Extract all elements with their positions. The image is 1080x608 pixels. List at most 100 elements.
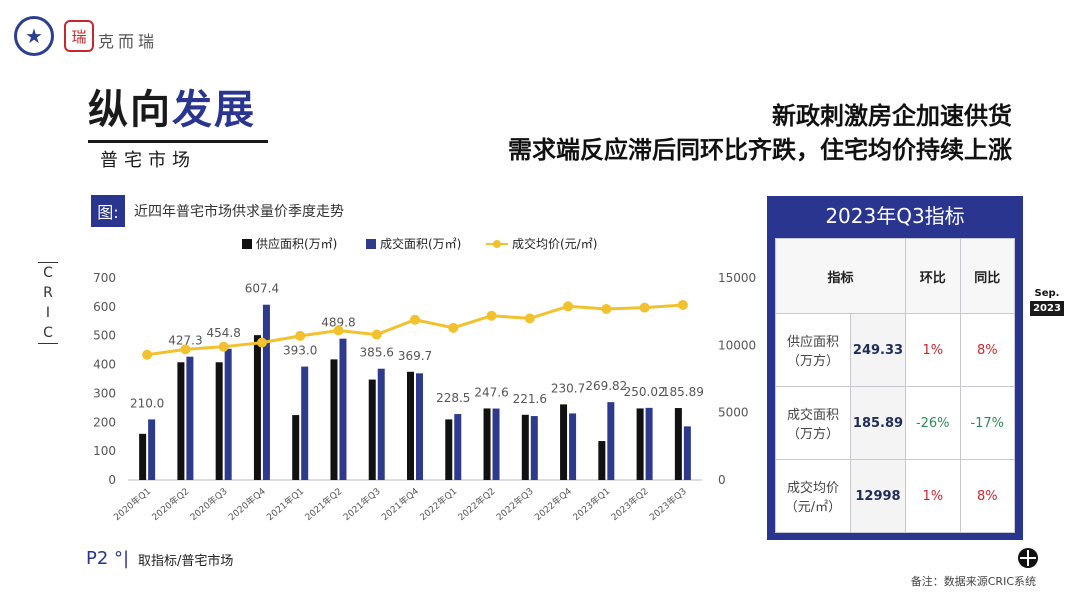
y-left-tick-label: 600 (93, 300, 116, 314)
supply-bar (330, 359, 338, 480)
deal-data-label: 385.6 (360, 346, 394, 360)
y-left-tick-label: 0 (108, 473, 116, 487)
deal-data-label: 228.5 (436, 391, 470, 405)
kpi-row-value: 12998 (850, 459, 906, 533)
kpi-header-yoy: 同比 (959, 238, 1015, 314)
supply-bar (368, 379, 376, 480)
figure-caption: 近四年普宅市场供求量价季度走势 (134, 204, 344, 220)
data-source-note: 备注：数据来源CRIC系统 (910, 575, 1036, 588)
deal-data-label: 393.0 (283, 344, 317, 358)
deal-data-label: 269.82 (585, 379, 627, 393)
deal-bar (492, 408, 500, 480)
x-tick-label: 2022年Q3 (494, 485, 536, 523)
y-right-tick-label: 10000 (718, 338, 756, 352)
company-logo: ★ (14, 16, 54, 56)
kpi-row-value: 249.33 (850, 313, 906, 387)
deal-data-label: 369.7 (398, 349, 432, 363)
price-point (410, 314, 420, 325)
x-tick-label: 2021年Q1 (264, 485, 306, 523)
price-point (142, 349, 153, 360)
date-tag: Sep. 2023 (1030, 288, 1064, 316)
supply-bar (445, 419, 453, 480)
section-title-part-a: 纵向 (88, 87, 172, 133)
price-point (218, 341, 229, 352)
kpi-row-name: 成交面积 （万方） (775, 386, 851, 460)
cric-side-label: C R I C (38, 262, 58, 344)
deal-bar (530, 416, 538, 480)
headline-line-1: 新政刺激房企加速供货 (772, 102, 1012, 130)
deal-bar (683, 426, 691, 480)
y-left-tick-label: 400 (93, 358, 116, 372)
deal-bar (339, 338, 347, 480)
x-tick-label: 2021年Q3 (341, 485, 383, 523)
price-point (524, 313, 535, 324)
legend-swatch-supply (242, 239, 252, 249)
deal-data-label: 210.0 (130, 396, 164, 410)
deal-bar (262, 304, 270, 480)
deal-bar (377, 368, 385, 480)
section-title-part-b: 发展 (172, 87, 256, 133)
date-tag-year: 2023 (1030, 301, 1064, 316)
side-letter: R (43, 285, 53, 301)
legend-label-deal: 成交面积(万㎡) (380, 236, 461, 251)
deal-bar (186, 356, 194, 480)
page-number: P2 °| (86, 548, 130, 569)
x-tick-label: 2022年Q4 (532, 485, 574, 523)
deal-bar (416, 373, 423, 480)
supply-bar (177, 362, 185, 480)
supply-bar (560, 404, 568, 480)
x-tick-label: 2020年Q4 (226, 485, 268, 523)
kpi-header-mom: 环比 (905, 238, 961, 314)
y-left-tick-label: 300 (93, 386, 116, 400)
deal-bar (454, 414, 462, 480)
supply-bar (674, 408, 682, 480)
deal-bar (224, 348, 232, 480)
x-tick-label: 2023年Q2 (609, 485, 651, 523)
deal-data-label: 250.02 (624, 385, 666, 399)
x-tick-label: 2021年Q2 (302, 485, 344, 523)
section-title: 纵向发展 (88, 86, 256, 134)
kpi-row-yoy: -17% (959, 386, 1015, 460)
price-point (601, 303, 612, 314)
kpi-header-row: 指标 环比 同比 (775, 238, 1015, 314)
price-point (371, 329, 382, 340)
supply-bar (636, 408, 644, 480)
price-point (563, 301, 574, 312)
price-point (180, 344, 191, 355)
x-tick-label: 2022年Q2 (455, 485, 497, 523)
x-tick-label: 2020年Q3 (188, 485, 230, 523)
deal-data-label: 247.6 (474, 385, 508, 399)
y-right-tick-label: 0 (718, 473, 726, 487)
price-point (256, 337, 267, 348)
supply-demand-price-chart: 0 100 200 300 400 500 600 700 0 5000 10000 15000 210… (93, 236, 756, 523)
kpi-row-name: 成交均价 （元/㎡） (775, 459, 851, 533)
price-point (486, 310, 497, 321)
footer-section: 取指标/普宅市场 (138, 554, 234, 569)
supply-bar (598, 441, 606, 480)
price-point (333, 325, 344, 336)
kpi-row-supply: 供应面积 （万方） 249.33 1% 8% (775, 313, 1015, 387)
supply-bar (521, 414, 529, 480)
x-tick-label: 2021年Q4 (379, 485, 421, 523)
x-tick-label: 2022年Q1 (417, 485, 459, 523)
deal-data-label: 607.4 (245, 282, 279, 296)
side-letter: I (45, 305, 51, 321)
supply-bar (483, 408, 491, 480)
deal-data-label: 427.3 (168, 334, 202, 348)
y-left-tick-label: 100 (93, 444, 116, 458)
kpi-table: 指标 环比 同比 供应面积 （万方） 249.33 1% 8% 成交面积 （万方… (775, 238, 1015, 533)
supply-bar (407, 371, 414, 480)
kpi-panel-title: 2023年Q3指标 (825, 204, 965, 228)
x-tick-label: 2023年Q1 (570, 485, 612, 523)
headline-line-2: 需求端反应滞后同环比齐跌，住宅均价持续上涨 (508, 136, 1012, 164)
deal-bar (301, 366, 309, 480)
y-left-tick-label: 200 (93, 415, 116, 429)
deal-data-label: 230.7 (551, 381, 585, 395)
deal-bar (569, 413, 577, 480)
kpi-row-value: 185.89 (850, 386, 906, 460)
x-tick-label: 2020年Q1 (111, 485, 153, 523)
supply-bar (253, 335, 261, 480)
kpi-row-yoy: 8% (959, 459, 1015, 533)
price-point (639, 302, 650, 313)
price-point (295, 330, 306, 341)
